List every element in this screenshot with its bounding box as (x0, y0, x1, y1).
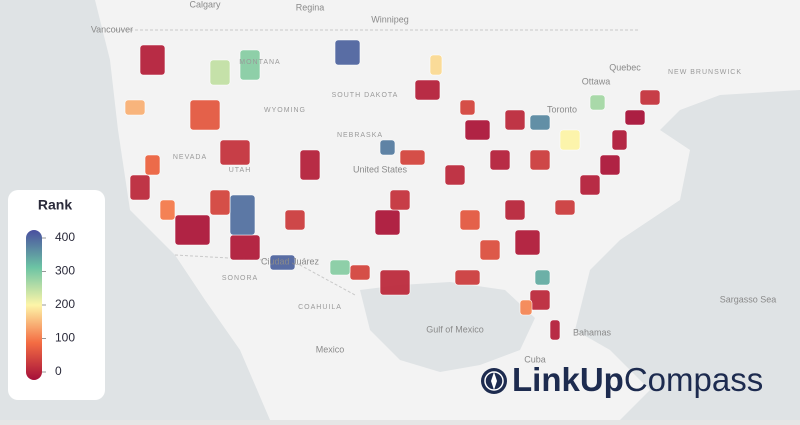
logo-needle (491, 372, 497, 390)
metro-region (284, 209, 306, 231)
metro-region (139, 44, 166, 76)
legend-ticks: 0 100 200 300 400 (42, 230, 75, 378)
metro-region (239, 49, 261, 81)
place-label: Ciudad Juárez (261, 256, 320, 266)
metro-region (479, 239, 501, 261)
metro-region (349, 264, 371, 281)
metro-region (599, 154, 621, 176)
metro-region (189, 99, 221, 131)
metro-region (144, 154, 161, 176)
metro-region (389, 189, 411, 211)
gulf-of-mexico (360, 282, 535, 372)
metro-region (334, 39, 361, 66)
metro-region (329, 259, 351, 276)
metro-region (559, 129, 581, 151)
place-label: WYOMING (264, 107, 306, 114)
metro-region (444, 164, 466, 186)
place-label: United States (353, 164, 408, 174)
legend-tick-label: 100 (55, 331, 75, 345)
metro-region (379, 139, 396, 156)
metro-region (459, 209, 481, 231)
place-label: UTAH (229, 167, 252, 174)
place-label: Gulf of Mexico (426, 324, 484, 334)
metro-region (229, 194, 256, 236)
metro-region (299, 149, 321, 181)
metro-region (554, 199, 576, 216)
metro-region (374, 209, 401, 236)
place-label: Regina (296, 2, 325, 12)
metro-region (129, 174, 151, 201)
metro-region (589, 94, 606, 111)
metro-region (454, 269, 481, 286)
legend-tick-label: 400 (55, 230, 75, 244)
metro-region (611, 129, 628, 151)
place-label: NEW BRUNSWICK (668, 69, 742, 76)
metro-region (464, 119, 491, 141)
place-label: Vancouver (91, 24, 133, 34)
metro-region (459, 99, 476, 116)
legend-tick-label: 300 (55, 264, 75, 278)
metro-region (159, 199, 176, 221)
place-label: Quebec (609, 62, 641, 72)
place-label: Calgary (189, 0, 221, 9)
metro-region (219, 139, 251, 166)
legend-title: Rank (38, 197, 72, 213)
metro-region (229, 234, 261, 261)
labels: Calgary Regina Winnipeg Vancouver MONTANA WYO… (91, 0, 776, 364)
place-label: Cuba (524, 354, 546, 364)
place-label: NEBRASKA (337, 132, 383, 139)
metro-region (414, 79, 441, 101)
metro-region (174, 214, 211, 246)
metro-region (209, 59, 231, 86)
place-label: Mexico (316, 344, 345, 354)
place-label: Winnipeg (371, 14, 409, 24)
metro-region (519, 299, 533, 316)
metro-region (549, 319, 561, 341)
brand-light: Compass (624, 361, 763, 398)
place-label: MONTANA (239, 59, 280, 66)
colorbar (26, 230, 42, 380)
metro-region (534, 269, 551, 286)
metro-region (529, 289, 551, 311)
metro-region (529, 114, 551, 131)
metro-region (639, 89, 661, 106)
place-label: Toronto (547, 104, 577, 114)
metro-region (379, 269, 411, 296)
legend-tick-label: 200 (55, 297, 75, 311)
metro-region (269, 254, 296, 271)
place-label: SONORA (222, 275, 258, 282)
atlantic-ocean (575, 90, 800, 420)
metro-region (514, 229, 541, 256)
place-label: COAHUILA (298, 304, 342, 311)
metro-region (489, 149, 511, 171)
metro-region (209, 189, 231, 216)
brand: LinkUpCompass (512, 361, 763, 398)
metro-region (504, 109, 526, 131)
regions (124, 39, 661, 341)
metro-region (624, 109, 646, 126)
metro-region (429, 54, 443, 76)
place-label: Sargasso Sea (720, 294, 777, 304)
metro-region (124, 99, 146, 116)
metro-region (579, 174, 601, 196)
place-label: Ottawa (582, 76, 611, 86)
metro-region (529, 149, 551, 171)
place-label: NEVADA (173, 154, 207, 161)
place-label: Bahamas (573, 327, 612, 337)
legend-tick-label: 0 (55, 364, 62, 378)
brand-bold: LinkUp (512, 361, 624, 398)
metro-region (399, 149, 426, 166)
metro-region (504, 199, 526, 221)
place-label: SOUTH DAKOTA (332, 92, 399, 99)
